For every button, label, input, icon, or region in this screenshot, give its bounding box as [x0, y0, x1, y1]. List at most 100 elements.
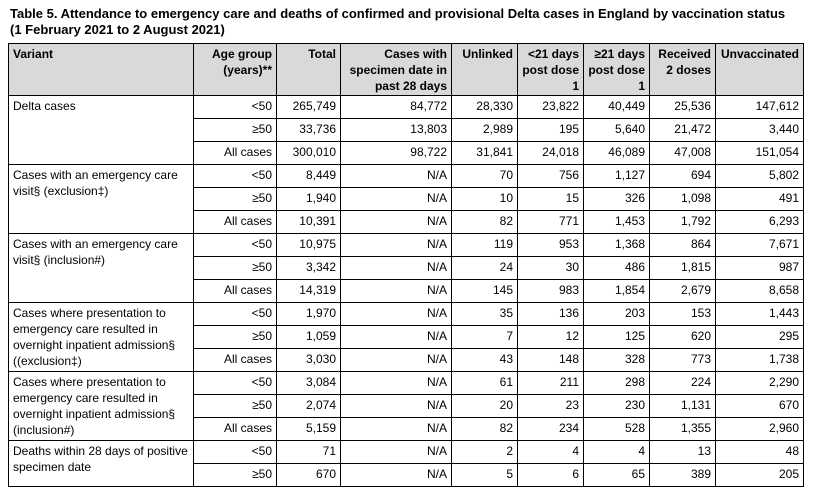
unvaccinated-cell: 295	[715, 325, 804, 349]
cases-specimen-cell: N/A	[340, 371, 452, 395]
ge21-days-cell: 46,089	[583, 141, 650, 165]
unlinked-cell: 119	[451, 233, 518, 257]
received-2-doses-cell: 773	[649, 348, 716, 372]
cases-specimen-cell: N/A	[340, 187, 452, 211]
table-header: Variant Age group (years)** Total Cases …	[8, 43, 804, 96]
age-cell: <50	[193, 371, 277, 395]
total-cell: 300,010	[276, 141, 341, 165]
lt21-days-cell: 24,018	[517, 141, 584, 165]
cases-specimen-cell: 84,772	[340, 95, 452, 119]
lt21-days-cell: 136	[517, 302, 584, 326]
age-cell: ≥50	[193, 187, 277, 211]
age-cell: <50	[193, 440, 277, 464]
cases-specimen-cell: N/A	[340, 463, 452, 487]
ge21-days-cell: 486	[583, 256, 650, 280]
table-row: ≥50 1,059 N/A 7 12 125 620 295	[9, 325, 804, 349]
lt21-days-cell: 211	[517, 371, 584, 395]
ge21-days-cell: 65	[583, 463, 650, 487]
age-cell: ≥50	[193, 463, 277, 487]
ge21-days-cell: 528	[583, 417, 650, 441]
lt21-days-cell: 30	[517, 256, 584, 280]
lt21-days-cell: 12	[517, 325, 584, 349]
unlinked-cell: 28,330	[451, 95, 518, 119]
unvaccinated-cell: 491	[715, 187, 804, 211]
title-line-1: Table 5. Attendance to emergency care an…	[10, 6, 786, 21]
cases-specimen-cell: N/A	[340, 210, 452, 234]
unvaccinated-cell: 1,738	[715, 348, 804, 372]
age-cell: ≥50	[193, 118, 277, 142]
ge21-days-cell: 298	[583, 371, 650, 395]
unvaccinated-cell: 2,960	[715, 417, 804, 441]
ge21-days-cell: 230	[583, 394, 650, 418]
table-row: Cases with an emergency care visit§ (inc…	[8, 233, 804, 303]
lt21-days-cell: 234	[517, 417, 584, 441]
cases-specimen-cell: N/A	[340, 233, 452, 257]
unlinked-cell: 61	[451, 371, 518, 395]
lt21-days-cell: 23	[517, 394, 584, 418]
title-line-2: (1 February 2021 to 2 August 2021)	[10, 22, 225, 37]
age-cell: ≥50	[193, 325, 277, 349]
cases-specimen-cell: N/A	[340, 302, 452, 326]
header-received-2-doses: Received 2 doses	[649, 43, 716, 96]
ge21-days-cell: 328	[583, 348, 650, 372]
total-cell: 265,749	[276, 95, 341, 119]
unlinked-cell: 2	[451, 440, 518, 464]
age-cell: All cases	[193, 141, 277, 165]
unlinked-cell: 70	[451, 164, 518, 188]
unvaccinated-cell: 987	[715, 256, 804, 280]
total-cell: 1,059	[276, 325, 341, 349]
received-2-doses-cell: 1,098	[649, 187, 716, 211]
table-row: All cases 10,391 N/A 82 771 1,453 1,792 6,293	[9, 210, 804, 234]
unlinked-cell: 82	[451, 210, 518, 234]
ge21-days-cell: 1,127	[583, 164, 650, 188]
table-row: All cases 5,159 N/A 82 234 528 1,355 2,960	[9, 417, 804, 441]
unvaccinated-cell: 48	[715, 440, 804, 464]
cases-specimen-cell: N/A	[340, 256, 452, 280]
received-2-doses-cell: 694	[649, 164, 716, 188]
age-cell: <50	[193, 164, 277, 188]
age-cell: <50	[193, 233, 277, 257]
total-cell: 33,736	[276, 118, 341, 142]
lt21-days-cell: 23,822	[517, 95, 584, 119]
variant-cell: Delta cases	[8, 95, 194, 165]
unvaccinated-cell: 670	[715, 394, 804, 418]
ge21-days-cell: 1,368	[583, 233, 650, 257]
vaccination-status-table: Variant Age group (years)** Total Cases …	[8, 43, 804, 487]
lt21-days-cell: 983	[517, 279, 584, 303]
cases-specimen-cell: N/A	[340, 164, 452, 188]
table-row: ≥50 1,940 N/A 10 15 326 1,098 491	[9, 187, 804, 211]
total-cell: 1,970	[276, 302, 341, 326]
unvaccinated-cell: 2,290	[715, 371, 804, 395]
total-cell: 5,159	[276, 417, 341, 441]
table-row: Cases where presentation to emergency ca…	[8, 302, 804, 372]
received-2-doses-cell: 224	[649, 371, 716, 395]
cases-specimen-cell: N/A	[340, 440, 452, 464]
unlinked-cell: 35	[451, 302, 518, 326]
unvaccinated-cell: 8,658	[715, 279, 804, 303]
table-body: Delta cases <50 265,749 84,772 28,330 23,822 4…	[8, 95, 804, 487]
age-cell: All cases	[193, 279, 277, 303]
variant-cell: Cases where presentation to emergency ca…	[8, 302, 194, 372]
unvaccinated-cell: 147,612	[715, 95, 804, 119]
ge21-days-cell: 5,640	[583, 118, 650, 142]
unvaccinated-cell: 7,671	[715, 233, 804, 257]
unlinked-cell: 10	[451, 187, 518, 211]
header-ge21-days: ≥21 days post dose 1	[583, 43, 650, 96]
table-row: All cases 14,319 N/A 145 983 1,854 2,679 8,658	[9, 279, 804, 303]
total-cell: 8,449	[276, 164, 341, 188]
unvaccinated-cell: 5,802	[715, 164, 804, 188]
total-cell: 3,342	[276, 256, 341, 280]
header-cases-specimen: Cases with specimen date in past 28 days	[340, 43, 452, 96]
cases-specimen-cell: N/A	[340, 417, 452, 441]
table-row: Cases with an emergency care visit§ (exc…	[8, 164, 804, 234]
variant-cell: Cases with an emergency care visit§ (exc…	[8, 164, 194, 234]
ge21-days-cell: 4	[583, 440, 650, 464]
unlinked-cell: 145	[451, 279, 518, 303]
cases-specimen-cell: N/A	[340, 348, 452, 372]
header-unlinked: Unlinked	[451, 43, 518, 96]
total-cell: 10,975	[276, 233, 341, 257]
lt21-days-cell: 148	[517, 348, 584, 372]
age-cell: All cases	[193, 417, 277, 441]
total-cell: 10,391	[276, 210, 341, 234]
ge21-days-cell: 326	[583, 187, 650, 211]
